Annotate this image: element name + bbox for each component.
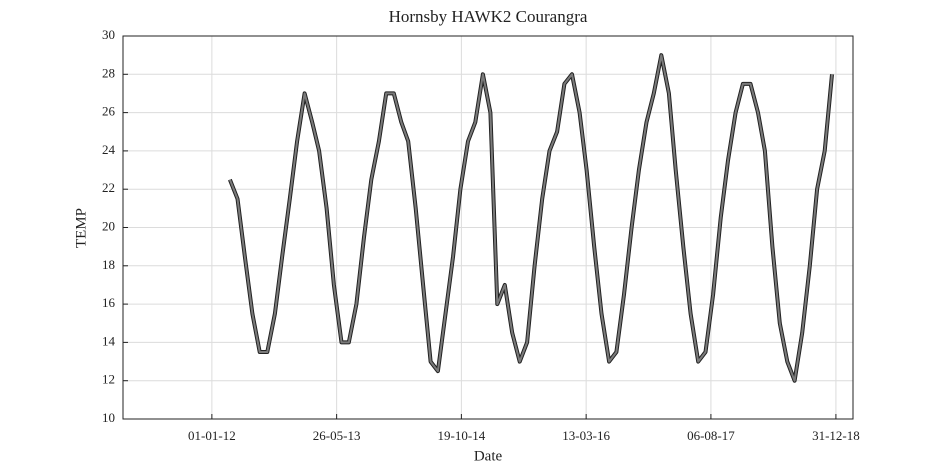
x-tick-label: 31-12-18 xyxy=(812,428,860,443)
y-tick-label: 26 xyxy=(102,104,116,119)
y-tick-label: 22 xyxy=(102,180,115,195)
y-tick-label: 10 xyxy=(102,410,115,425)
x-tick-label: 13-03-16 xyxy=(562,428,610,443)
y-tick-label: 20 xyxy=(102,218,115,233)
y-tick-label: 28 xyxy=(102,65,115,80)
y-tick-label: 24 xyxy=(102,142,116,157)
x-axis-label: Date xyxy=(474,448,503,464)
x-tick-label: 26-05-13 xyxy=(313,428,361,443)
x-tick-label: 01-01-12 xyxy=(188,428,236,443)
y-tick-label: 30 xyxy=(102,27,115,42)
y-tick-label: 14 xyxy=(102,333,116,348)
data-line-outline xyxy=(228,53,834,383)
chart-title: Hornsby HAWK2 Courangra xyxy=(389,7,588,26)
x-tick-label: 06-08-17 xyxy=(687,428,735,443)
data-line xyxy=(228,54,833,382)
y-tick-label: 12 xyxy=(102,372,115,387)
y-tick-label: 16 xyxy=(102,295,116,310)
plot-frame xyxy=(122,35,854,420)
y-tick-label: 18 xyxy=(102,257,115,272)
y-axis-label: TEMP xyxy=(73,208,89,248)
x-tick-label: 19-10-14 xyxy=(438,428,486,443)
